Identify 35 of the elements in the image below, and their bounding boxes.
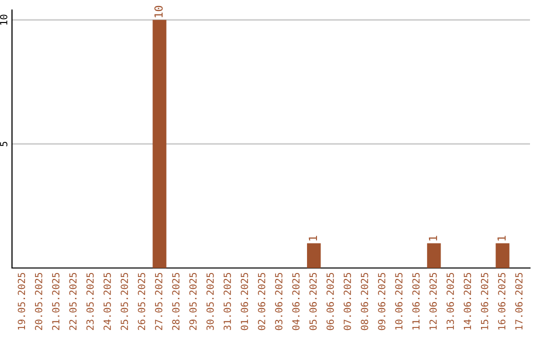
data-label: 1 (428, 236, 438, 240)
data-label: 10 (154, 6, 163, 18)
x-tick-label: 08.06.2025 (360, 272, 368, 330)
x-tick-label: 25.05.2025 (120, 272, 128, 330)
x-tick-label: 12.06.2025 (429, 272, 437, 330)
x-tick-label: 17.06.2025 (515, 272, 523, 330)
x-tick-label: 29.05.2025 (189, 272, 197, 330)
x-tick-label: 11.06.2025 (412, 272, 420, 330)
x-tick-label: 06.06.2025 (326, 272, 334, 330)
x-tick-label: 20.05.2025 (34, 272, 42, 330)
y-tick-label: 5 (0, 142, 8, 146)
x-tick-label: 27.05.2025 (155, 272, 162, 330)
x-tick-label: 31.05.2025 (224, 272, 231, 330)
x-tick-label: 21.05.2025 (52, 272, 60, 330)
x-tick-label: 15.06.2025 (480, 272, 488, 330)
x-tick-label: 01.06.2025 (240, 272, 248, 330)
data-label: 1 (498, 236, 506, 240)
x-tick-label: 30.05.2025 (206, 272, 214, 330)
x-tick-label: 05.06.2025 (309, 272, 317, 330)
x-tick-label: 04.06.2025 (292, 272, 300, 330)
x-tick-label: 02.06.2025 (258, 272, 266, 330)
x-tick-label: 13.06.2025 (446, 272, 454, 330)
x-tick-label: 07.06.2025 (344, 272, 352, 330)
x-tick-label: 26.05.2025 (138, 272, 146, 330)
x-tick-label: 19.05.2025 (18, 272, 26, 330)
x-tick-label: 22.05.2025 (69, 272, 77, 330)
x-tick-label: 16.06.2025 (498, 272, 506, 330)
x-tick-label: 03.06.2025 (275, 272, 282, 330)
x-tick-label: 10.06.2025 (395, 272, 402, 330)
x-tick-label: 09.06.2025 (378, 272, 386, 330)
data-label: 1 (308, 236, 317, 240)
x-tick-label: 14.06.2025 (464, 272, 472, 330)
x-tick-label: 24.05.2025 (104, 272, 111, 330)
x-tick-label: 28.05.2025 (172, 272, 180, 330)
x-tick-label: 23.05.2025 (86, 272, 94, 330)
